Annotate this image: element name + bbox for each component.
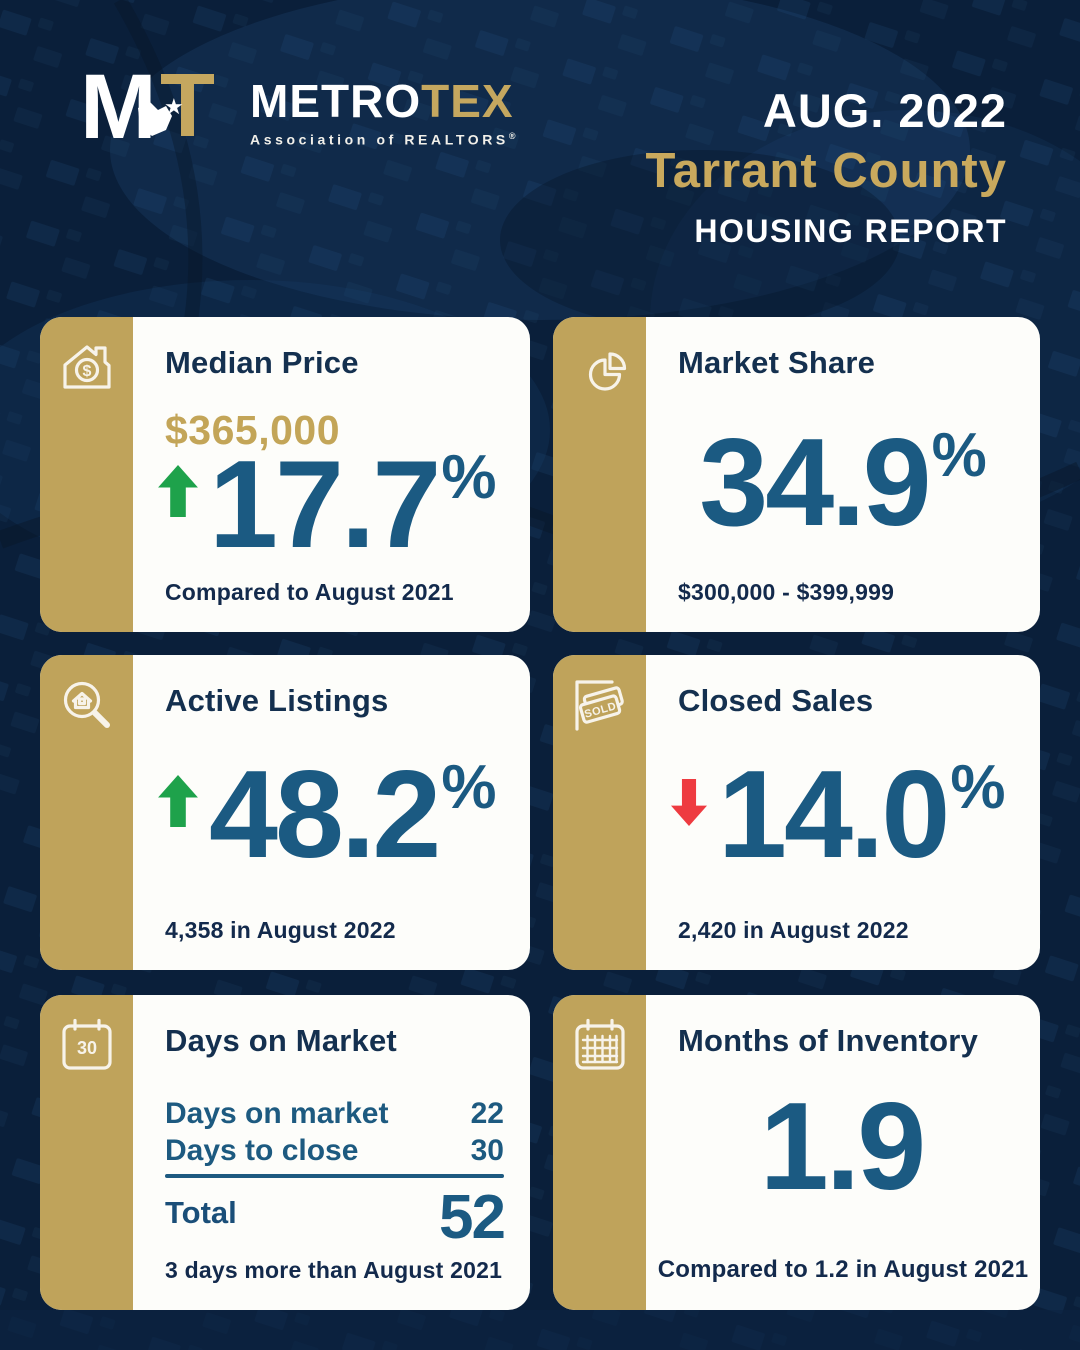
stat-value: 34.9 [699,414,931,552]
card-gold-band [40,655,133,970]
stat-unit: % [441,443,497,512]
report-date: AUG. 2022 [762,84,1007,137]
card-content: Days on Market Days on market 22 Days to… [133,995,530,1310]
days-rows: Days on market 22 Days to close 30 [165,1095,504,1169]
card-title: Market Share [678,345,876,380]
up-arrow-icon [158,775,198,827]
down-arrow-icon [670,779,708,826]
total-divider [165,1174,504,1178]
card-note: 3 days more than August 2021 [165,1257,503,1283]
total-row: Total 52 [165,1183,506,1252]
card-title: Median Price [165,345,359,380]
texas-shape [138,102,172,136]
card-active-listings: Active Listings 48.2 % 4,358 in August 2… [40,655,530,970]
card-title: Months of Inventory [678,1023,979,1058]
house-search-icon [63,681,110,728]
card-market-share: Market Share 34.9 % $300,000 - $399,999 [553,317,1040,632]
report-region: Tarrant County [645,144,1007,199]
card-content: Active Listings 48.2 % 4,358 in August 2… [133,655,530,970]
stat-unit: % [950,753,1006,822]
card-note: 4,358 in August 2022 [165,917,396,943]
stat-block: 34.9 % [646,421,1040,545]
sold-sign-icon: SOLD [574,680,624,731]
days-row: Days on market 22 [165,1095,504,1132]
median-price-value: $365,000 [165,407,341,453]
card-gold-band: $ [40,317,133,632]
card-gold-band [553,317,646,632]
brand-subtitle: Association of REALTORS® [250,131,516,148]
logo-t: T [160,62,215,156]
days-row-label: Days to close [165,1134,359,1167]
card-closed-sales: SOLD Closed Sales 14.0 % 2,420 in August… [553,655,1040,970]
registered-mark: ® [508,131,516,141]
calendar-30-icon: 30 [61,1018,112,1070]
dollar-glyph: $ [82,363,91,380]
stat-unit: % [931,421,987,490]
metrotex-logo: M T ★ METROTEX Association of REALTORS® [80,62,516,158]
card-title: Active Listings [165,683,389,718]
stat-block: 48.2 % [157,753,496,877]
card-note: Compared to August 2021 [165,579,454,605]
card-gold-band [553,995,646,1310]
card-title: Closed Sales [678,683,874,718]
days-row: Days to close 30 [165,1132,504,1169]
card-note: $300,000 - $399,999 [678,579,895,605]
report-title-block: AUG. 2022 Tarrant County HOUSING REPORT [645,86,1007,249]
total-value: 52 [439,1183,506,1252]
stat-block: 14.0 % [670,753,1005,877]
days-row-value: 30 [470,1134,504,1167]
days-row-value: 22 [470,1097,504,1130]
calendar-day-label: 30 [76,1038,96,1058]
brand-metro: METRO [250,75,422,127]
stat-block: 1.9 [646,1085,1040,1209]
card-content: Market Share 34.9 % $300,000 - $399,999 [646,317,1040,632]
stat-block: 17.7 % [157,443,496,567]
calendar-grid-icon [574,1018,625,1070]
up-arrow-icon [158,465,198,517]
card-note: Compared to 1.2 in August 2021 [657,1256,1029,1283]
stat-value: 14.0 [718,746,950,884]
days-row-label: Days on market [165,1097,389,1130]
card-months-of-inventory: Months of Inventory 1.9 Compared to 1.2 … [553,995,1040,1310]
metrotex-monogram-icon: M T ★ [80,62,215,158]
card-content: Median Price $365,000 17.7 % Compared to… [133,317,530,632]
card-days-on-market: 30 Days on Market Days on market 22 Days… [40,995,530,1310]
pie-chart-icon [588,352,626,391]
house-dollar-icon: $ [62,345,111,389]
brand-name: METROTEX [250,78,516,124]
total-label: Total [165,1195,237,1230]
stat-value: 1.9 [759,1078,926,1216]
card-title: Days on Market [165,1023,397,1058]
card-median-price: $ Median Price $365,000 17.7 % Compared … [40,317,530,632]
stat-unit: % [441,753,497,822]
star-icon: ★ [164,94,184,119]
brand-tex: TEX [421,75,514,127]
card-gold-band: SOLD [553,655,646,970]
brand-text: METROTEX Association of REALTORS® [250,62,516,148]
report-header: M T ★ METROTEX Association of REALTORS® … [0,0,1080,300]
stat-value: 48.2 [209,746,441,884]
card-gold-band: 30 [40,995,133,1310]
report-type: HOUSING REPORT [694,212,1007,249]
card-note: 2,420 in August 2022 [678,917,909,943]
card-content: Months of Inventory 1.9 Compared to 1.2 … [646,995,1040,1310]
card-content: Closed Sales 14.0 % 2,420 in August 2022 [646,655,1040,970]
stat-value: 17.7 [209,436,441,574]
